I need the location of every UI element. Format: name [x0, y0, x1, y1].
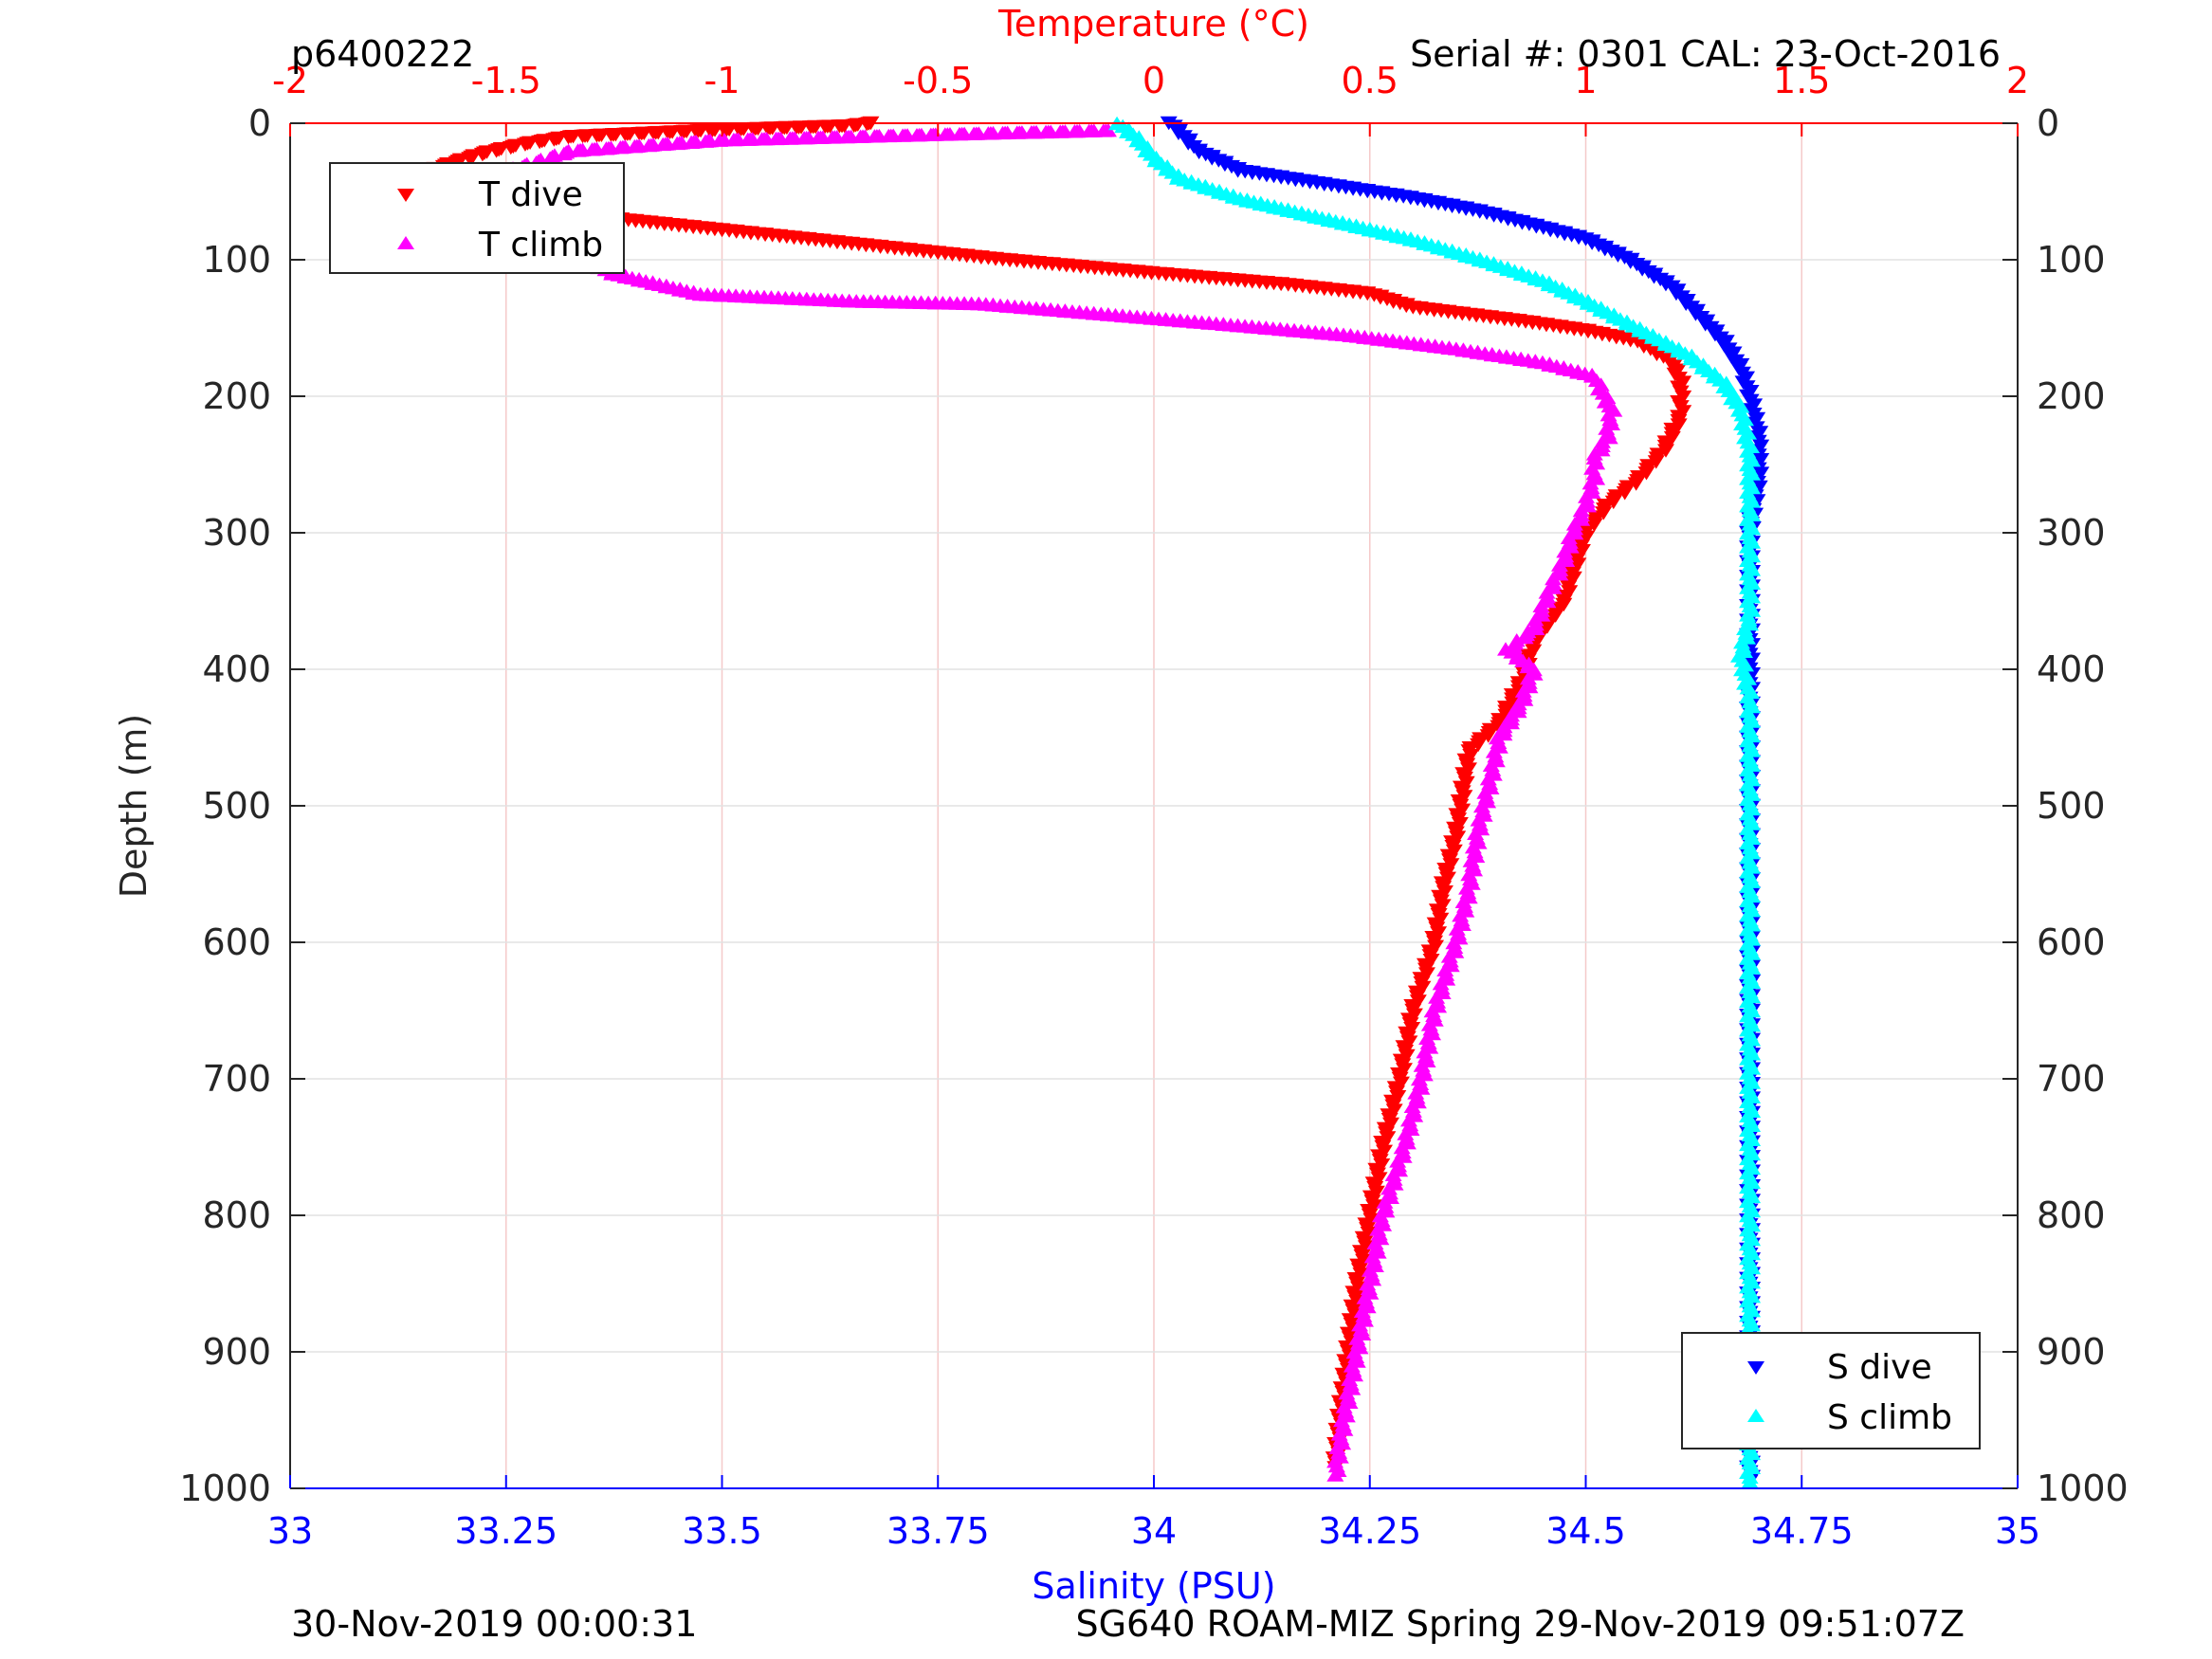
- bottom-tick-label: 33.75: [887, 1510, 990, 1552]
- series-t-climb: [430, 123, 1623, 1482]
- legend-t-dive: T dive: [478, 175, 583, 214]
- legend-t-climb: T climb: [478, 226, 603, 264]
- top-tick-label: -0.5: [903, 60, 973, 101]
- top-tick-label: -1.5: [471, 60, 541, 101]
- top-tick-label: -2: [272, 60, 308, 101]
- left-tick-label: 400: [202, 648, 271, 690]
- data-point-marker: [1585, 518, 1603, 532]
- right-tick-label: 0: [2037, 102, 2059, 144]
- top-tick-label: 1: [1574, 60, 1597, 101]
- serial-calibration: Serial #: 0301 CAL: 23-Oct-2016: [1410, 33, 2001, 75]
- legend-temperature: T dive T climb: [329, 162, 625, 274]
- bottom-tick-label: 35: [1995, 1510, 2040, 1552]
- right-tick-label: 400: [2037, 648, 2106, 690]
- legend-s-dive: S dive: [1827, 1348, 1932, 1387]
- data-point-marker: [1647, 455, 1665, 469]
- profile-id: p6400222: [291, 33, 474, 75]
- legend-salinity-box: [1681, 1332, 1981, 1449]
- right-tick-label: 500: [2037, 785, 2106, 827]
- left-tick-label: 700: [202, 1058, 271, 1100]
- right-tick-label: 200: [2037, 375, 2106, 417]
- bottom-tick-label: 34.75: [1750, 1510, 1854, 1552]
- left-axis-title: Depth (m): [113, 714, 155, 899]
- data-point-marker: [1637, 466, 1655, 481]
- right-tick-label: 1000: [2037, 1468, 2129, 1509]
- left-tick-label: 200: [202, 375, 271, 417]
- bottom-tick-label: 34.5: [1545, 1510, 1626, 1552]
- top-tick-label: 2: [2006, 60, 2029, 101]
- bottom-tick-label: 34: [1131, 1510, 1177, 1552]
- plot-timestamp: 30-Nov-2019 00:00:31: [291, 1603, 697, 1645]
- bottom-axis-title: Salinity (PSU): [1032, 1565, 1275, 1607]
- legend-salinity: S dive S climb: [1681, 1332, 1981, 1449]
- top-tick-label: 1.5: [1773, 60, 1830, 101]
- data-point-marker: [1656, 444, 1674, 458]
- left-tick-label: 600: [202, 921, 271, 963]
- right-tick-label: 800: [2037, 1194, 2106, 1236]
- data-point-marker: [1555, 597, 1573, 612]
- bottom-tick-label: 33: [267, 1510, 313, 1552]
- top-axis-title: Temperature (°C): [997, 3, 1309, 45]
- right-tick-label: 900: [2037, 1331, 2106, 1373]
- data-point-marker: [1741, 1474, 1759, 1488]
- legend-s-climb: S climb: [1827, 1398, 1952, 1437]
- bottom-tick-label: 33.25: [454, 1510, 558, 1552]
- data-point-marker: [1546, 609, 1564, 623]
- legend-temperature-box: [329, 162, 625, 274]
- s-climb-marker-icon: [1747, 1409, 1764, 1422]
- right-tick-label: 300: [2037, 512, 2106, 554]
- top-tick-label: 0: [1143, 60, 1165, 101]
- bottom-tick-label: 33.5: [682, 1510, 762, 1552]
- right-tick-label: 600: [2037, 921, 2106, 963]
- right-tick-label: 100: [2037, 239, 2106, 281]
- left-tick-label: 800: [202, 1194, 271, 1236]
- left-tick-label: 0: [248, 102, 271, 144]
- top-tick-label: 0.5: [1342, 60, 1398, 101]
- left-tick-label: 1000: [179, 1468, 271, 1509]
- right-tick-label: 700: [2037, 1058, 2106, 1100]
- t-climb-marker-icon: [397, 236, 414, 249]
- top-tick-label: -1: [704, 60, 740, 101]
- left-tick-label: 300: [202, 512, 271, 554]
- left-tick-label: 900: [202, 1331, 271, 1373]
- data-point-marker: [1326, 1468, 1344, 1482]
- t-dive-marker-icon: [397, 189, 414, 202]
- s-dive-marker-icon: [1747, 1361, 1764, 1375]
- mission-info: SG640 ROAM-MIZ Spring 29-Nov-2019 09:51:…: [1075, 1603, 1965, 1645]
- left-tick-label: 500: [202, 785, 271, 827]
- data-point-marker: [1538, 620, 1556, 634]
- data-point-marker: [1595, 506, 1613, 520]
- left-tick-label: 100: [202, 239, 271, 281]
- bottom-tick-label: 34.25: [1318, 1510, 1421, 1552]
